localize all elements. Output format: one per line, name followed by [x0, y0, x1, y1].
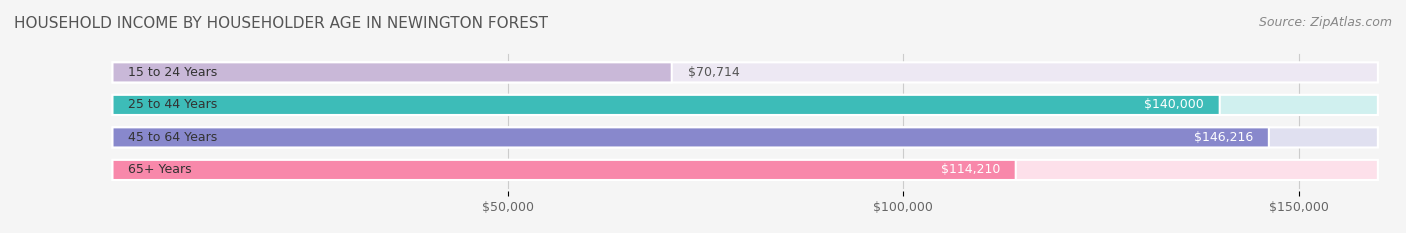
FancyBboxPatch shape	[112, 160, 1015, 180]
Text: HOUSEHOLD INCOME BY HOUSEHOLDER AGE IN NEWINGTON FOREST: HOUSEHOLD INCOME BY HOUSEHOLDER AGE IN N…	[14, 16, 548, 31]
Text: $114,210: $114,210	[941, 163, 1000, 176]
Text: Source: ZipAtlas.com: Source: ZipAtlas.com	[1258, 16, 1392, 29]
Text: 65+ Years: 65+ Years	[128, 163, 193, 176]
FancyBboxPatch shape	[112, 62, 1378, 82]
Text: $70,714: $70,714	[688, 66, 740, 79]
Text: 25 to 44 Years: 25 to 44 Years	[128, 98, 218, 111]
Text: $140,000: $140,000	[1144, 98, 1204, 111]
FancyBboxPatch shape	[112, 127, 1268, 147]
FancyBboxPatch shape	[112, 127, 1378, 147]
Text: 45 to 64 Years: 45 to 64 Years	[128, 131, 218, 144]
FancyBboxPatch shape	[112, 95, 1378, 115]
FancyBboxPatch shape	[112, 160, 1378, 180]
FancyBboxPatch shape	[112, 95, 1219, 115]
Text: $146,216: $146,216	[1194, 131, 1253, 144]
Text: 15 to 24 Years: 15 to 24 Years	[128, 66, 218, 79]
FancyBboxPatch shape	[112, 62, 672, 82]
